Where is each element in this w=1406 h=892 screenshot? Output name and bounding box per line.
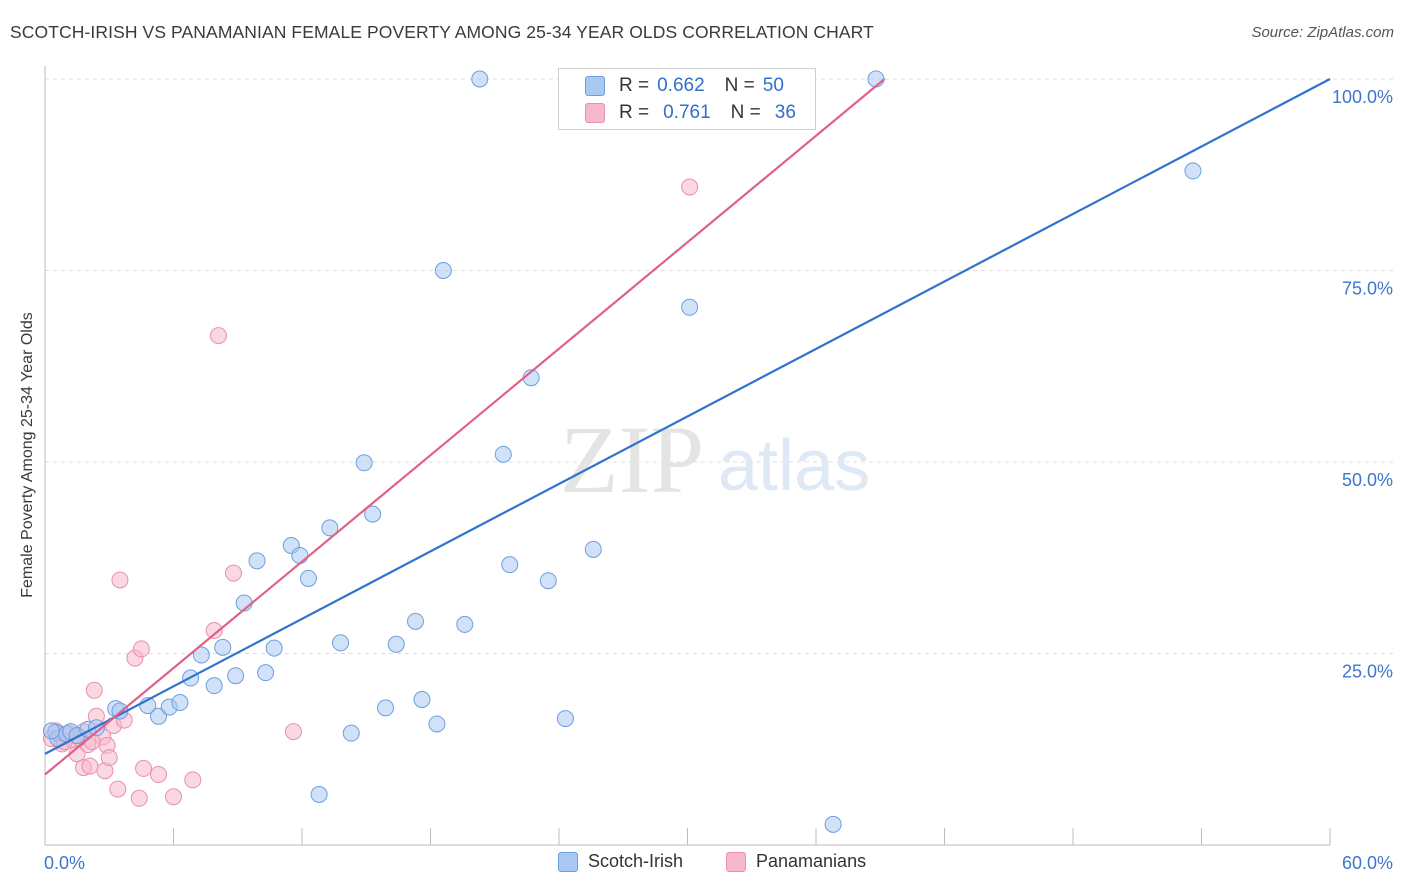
scotch-irish-point xyxy=(494,445,512,463)
scotch-irish-point xyxy=(332,634,350,652)
panamanians-point xyxy=(135,759,153,777)
scotch-irish-point xyxy=(192,646,210,664)
legend-item-panamanians[interactable]: Panamanians xyxy=(726,851,866,872)
stats-row-panamanians: R = 0.761 N = 36 xyxy=(585,100,796,126)
scotch-irish-point xyxy=(434,262,452,279)
scotch-irish-point xyxy=(299,569,317,587)
panamanians-point xyxy=(284,723,302,741)
scotch-irish-point xyxy=(1184,162,1202,180)
y-tick-label: 25.0% xyxy=(1342,662,1393,682)
scotch-irish-trendline xyxy=(44,78,1331,755)
r-label: R = xyxy=(619,75,650,96)
scotch-irish-point xyxy=(257,664,275,682)
n-label: N = xyxy=(724,75,755,96)
panamanians-point xyxy=(111,571,129,589)
scotch-irish-point xyxy=(355,454,373,472)
scotch-irish-point xyxy=(265,639,283,657)
panamanians-point xyxy=(184,771,202,789)
scotch-irish-point xyxy=(556,710,574,728)
y-tick-label: 50.0% xyxy=(1342,470,1393,490)
series-legend: Scotch-Irish Panamanians xyxy=(0,851,1406,879)
panamanians-point xyxy=(224,564,242,582)
scotch-irish-point xyxy=(584,540,602,558)
source-label: Source: ZipAtlas.com xyxy=(1251,24,1394,41)
panamanians-swatch xyxy=(585,103,605,123)
axes xyxy=(44,66,1331,846)
scotch-irish-point xyxy=(387,635,405,653)
watermark-atlas: atlas xyxy=(718,426,870,506)
chart-title: SCOTCH-IRISH VS PANAMANIAN FEMALE POVERT… xyxy=(10,22,874,42)
y-tick-label: 100.0% xyxy=(1332,87,1393,107)
panamanians-trendline xyxy=(44,78,886,776)
scotch-irish-point xyxy=(342,724,360,742)
n-value: 36 xyxy=(774,102,796,123)
r-label: R = xyxy=(619,102,650,123)
stats-row-scotch-irish: R = 0.662 N = 50 xyxy=(585,73,784,99)
scotch-irish-point xyxy=(407,612,425,630)
r-value: 0.761 xyxy=(663,102,711,123)
watermark: ZIP atlas xyxy=(560,406,870,513)
scotch-irish-point xyxy=(214,638,232,656)
scotch-irish-point xyxy=(42,722,60,740)
panamanians-point xyxy=(165,788,182,806)
scotch-irish-point xyxy=(364,505,382,523)
scotch-irish-point xyxy=(456,615,474,633)
panamanians-point xyxy=(209,327,227,345)
n-label: N = xyxy=(730,102,761,123)
legend-label-panamanians: Panamanians xyxy=(756,851,867,871)
scotch-irish-point xyxy=(824,815,842,833)
legend-item-scotch-irish[interactable]: Scotch-Irish xyxy=(558,851,683,872)
scotch-irish-point xyxy=(171,694,189,712)
scotch-irish-point xyxy=(867,70,885,88)
stats-legend: R = 0.662 N = 50 R = 0.761 N = 36 xyxy=(558,68,816,130)
panamanians-point xyxy=(130,789,148,807)
scotch-irish-point xyxy=(205,677,223,695)
x-tick-label: 0.0% xyxy=(44,853,85,873)
scotch-irish-point xyxy=(681,298,699,316)
scotch-irish-point xyxy=(248,552,266,570)
scotch-irish-point xyxy=(428,715,446,733)
panamanians-point xyxy=(85,681,103,699)
scotch-irish-point xyxy=(413,690,431,708)
y-tick-label: 75.0% xyxy=(1342,279,1393,299)
scotch-irish-point xyxy=(310,785,328,803)
scotch-irish-legend-swatch xyxy=(558,851,578,872)
panamanians-point xyxy=(109,780,127,798)
scotch-irish-point xyxy=(291,546,309,564)
panamanians-point xyxy=(81,757,99,775)
scotch-irish-point xyxy=(227,667,245,685)
scotch-irish-point xyxy=(539,572,557,590)
tick-labels: 25.0% 50.0% 75.0% 100.0% 0.0% 60.0% xyxy=(44,87,1393,873)
legend-label-scotch-irish: Scotch-Irish xyxy=(588,851,684,871)
r-value: 0.662 xyxy=(657,75,705,96)
scotch-irish-point xyxy=(321,519,339,537)
panamanians-point xyxy=(681,178,699,196)
scotch-irish-points xyxy=(42,70,1202,833)
scotch-irish-point xyxy=(377,699,395,717)
scotch-irish-point xyxy=(471,70,489,88)
x-tick-label: 60.0% xyxy=(1342,853,1393,873)
n-value: 50 xyxy=(762,75,784,96)
panamanians-legend-swatch xyxy=(726,851,746,872)
scotch-irish-point xyxy=(501,556,519,574)
trend-lines xyxy=(44,78,1331,776)
panamanians-point xyxy=(150,766,168,784)
watermark-zip: ZIP xyxy=(560,406,704,513)
scotch-irish-swatch xyxy=(585,76,605,96)
panamanians-point xyxy=(205,622,223,640)
panamanians-point xyxy=(100,749,118,767)
panamanians-point xyxy=(132,640,150,658)
